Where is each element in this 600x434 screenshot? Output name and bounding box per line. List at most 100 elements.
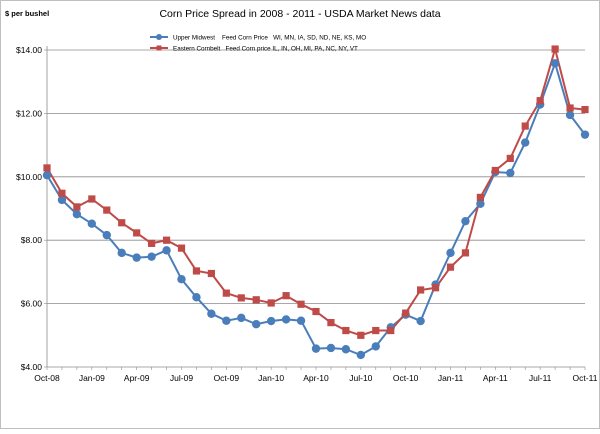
series-1-point	[192, 293, 201, 302]
series-1-point	[281, 315, 291, 324]
series-2-point	[431, 284, 440, 292]
chart-title: Corn Price Spread in 2008 - 2011 - USDA …	[159, 8, 440, 20]
x-tick-label: Oct-10	[393, 373, 419, 383]
series-2-point	[118, 219, 126, 227]
series-1-point	[222, 316, 231, 325]
series-2-point	[73, 203, 81, 211]
series-2-point	[252, 296, 260, 304]
series-2-point	[491, 166, 499, 175]
series-1-point	[580, 130, 590, 139]
series-2-point	[581, 105, 589, 114]
series-1-point	[102, 230, 111, 240]
series-1-point	[506, 168, 515, 178]
y-axis-label: $ per bushel	[5, 9, 49, 18]
x-tick-label: Jul-10	[349, 373, 372, 383]
series-2-point	[58, 189, 66, 197]
series-2-point	[207, 269, 215, 278]
x-tick-label: Apr-10	[303, 373, 329, 383]
series-1-point	[237, 313, 246, 323]
series-1-point	[356, 350, 366, 360]
series-2-point	[506, 154, 514, 163]
series-2-point	[222, 289, 230, 297]
x-tick-label: Jul-09	[170, 373, 193, 383]
series-1-point	[446, 248, 455, 258]
series-1-point	[311, 344, 321, 353]
legend-marker	[156, 45, 162, 51]
series-1-point	[521, 138, 530, 147]
series-1-point	[87, 219, 97, 228]
series-2-point	[237, 294, 245, 302]
series-1-point	[57, 195, 67, 205]
series-2-point	[342, 326, 350, 335]
series-1-point	[461, 216, 470, 226]
series-2-point	[148, 239, 156, 247]
series-2-point	[162, 236, 171, 244]
series-1-point	[371, 342, 380, 351]
series-2-point	[43, 164, 51, 172]
series-1-point	[266, 316, 276, 326]
series-group	[42, 45, 590, 360]
series-1-point	[416, 316, 425, 326]
series-1-point	[147, 252, 156, 261]
y-tick-label: $4.00	[21, 362, 43, 372]
y-tick-label: $6.00	[21, 299, 43, 309]
series-2-point	[446, 263, 455, 271]
legend-label: Eastern Cornbelt Feed Corn price IL, IN,…	[173, 46, 358, 53]
series-1-point	[252, 320, 261, 329]
series-1-point	[42, 171, 52, 180]
series-1-point	[296, 316, 306, 325]
series-2-point	[536, 97, 544, 105]
axes: $4.00 $6.00 $8.00 $10.00 $12.00 $14.00 Oct-08 J…	[16, 45, 598, 383]
y-tick-label: $12.00	[16, 108, 42, 118]
series-2-point	[312, 307, 320, 316]
series-2-point	[192, 267, 201, 275]
series-1-point	[476, 199, 485, 208]
series-2-point	[177, 244, 186, 252]
series-2-point	[551, 45, 559, 53]
series-1-point	[72, 210, 82, 219]
x-tick-label: Apr-11	[483, 373, 508, 383]
series-1-point	[565, 110, 575, 120]
series-2-point	[461, 249, 470, 257]
x-tick-label: Oct-09	[214, 373, 240, 383]
series-1-point	[162, 246, 171, 255]
series-1-point	[326, 343, 336, 353]
series-2-point	[327, 319, 335, 327]
series-1-point	[132, 253, 141, 262]
series-2-point	[297, 300, 305, 308]
x-tick-label: Jan-10	[258, 373, 284, 383]
x-tick-label: Jan-11	[438, 373, 464, 383]
series-1-point	[177, 274, 186, 284]
series-2-point	[267, 299, 275, 307]
x-tick-label: Jul-11	[529, 373, 552, 383]
x-tick-label: Jan-09	[79, 373, 105, 383]
series-2-point	[357, 331, 365, 339]
series-2-point	[417, 286, 425, 294]
y-tick-label: $14.00	[16, 45, 42, 55]
series-2-point	[372, 326, 380, 335]
y-tick-label: $8.00	[21, 235, 43, 245]
x-tick-label: Apr-09	[124, 373, 150, 383]
series-2-point	[521, 122, 529, 130]
legend-marker	[156, 34, 162, 40]
y-tick-label: $10.00	[16, 172, 42, 182]
series-2-point	[282, 292, 290, 300]
x-tick-label: Oct-08	[34, 373, 60, 383]
series-2-point	[387, 326, 395, 335]
series-2-point	[103, 206, 111, 214]
gridlines	[47, 49, 585, 305]
series-1-point	[550, 59, 560, 68]
series-1-point	[341, 345, 351, 354]
legend-label: Upper Midwest Feed Corn Price WI, MN, IA…	[173, 35, 366, 42]
series-2-point	[88, 195, 96, 203]
series-2-point	[133, 229, 141, 237]
series-2-point	[566, 104, 574, 112]
series-2-point	[402, 309, 410, 317]
series-1-point	[117, 248, 126, 258]
x-tick-label: Oct-11	[573, 373, 598, 383]
series-1-point	[207, 309, 216, 318]
series-2-point	[476, 193, 484, 202]
